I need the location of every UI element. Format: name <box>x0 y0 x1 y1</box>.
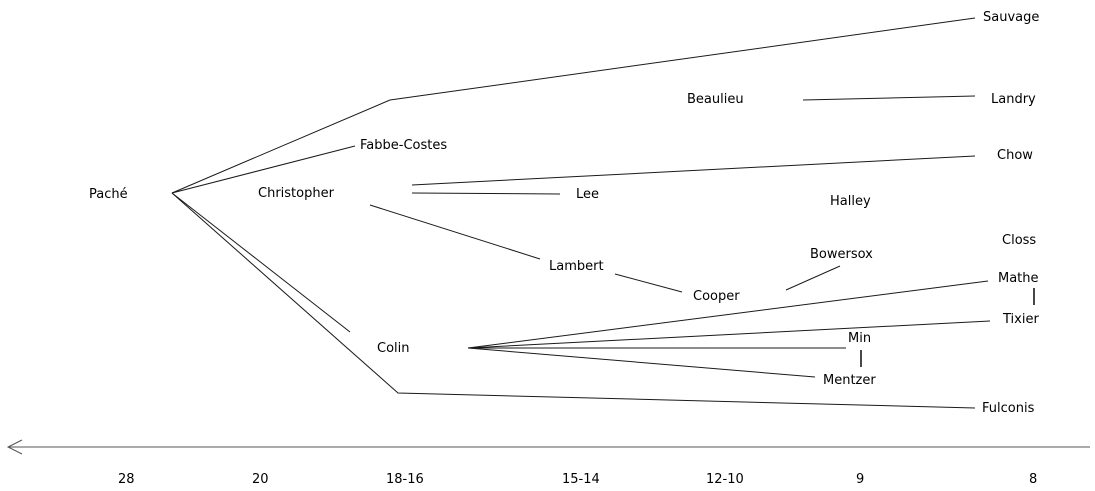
edge-colin-mentzer <box>467 347 816 378</box>
edge-lambert-cooper <box>614 273 683 293</box>
edge-christopher-lee <box>411 192 561 195</box>
edge-colin-mathe <box>467 280 989 349</box>
node-christopher: Christopher <box>258 186 335 201</box>
node-fulconis: Fulconis <box>982 401 1035 416</box>
node-colin: Colin <box>377 341 410 356</box>
axis-tick-label: 28 <box>118 472 135 487</box>
node-lambert: Lambert <box>549 259 604 274</box>
node-mathe: Mathe <box>998 271 1039 286</box>
axis-tick-label: 15-14 <box>562 472 600 487</box>
node-labels: Sauvage Beaulieu Landry Fabbe-Costes Cho… <box>89 10 1039 416</box>
edge-christopher-chow <box>411 155 976 186</box>
edge-cooper-bowersox <box>785 265 841 291</box>
axis-tick-label: 9 <box>856 472 864 487</box>
node-chow: Chow <box>997 148 1033 163</box>
node-landry: Landry <box>991 92 1036 107</box>
node-tixier: Tixier <box>1002 312 1039 327</box>
edge-pache-fulconis <box>171 192 976 409</box>
node-halley: Halley <box>830 194 871 209</box>
edge-pache-sauvage <box>171 17 976 194</box>
axis-tick-label: 8 <box>1029 472 1037 487</box>
node-sauvage: Sauvage <box>983 10 1039 25</box>
node-mentzer: Mentzer <box>823 373 876 388</box>
node-beaulieu: Beaulieu <box>687 92 744 107</box>
node-bowersox: Bowersox <box>810 247 873 262</box>
node-pache: Paché <box>89 187 128 202</box>
node-fabbe-costes: Fabbe-Costes <box>360 138 447 153</box>
edge-pache-fabbe-costes <box>171 145 356 194</box>
node-min: Min <box>848 331 871 346</box>
timeline-axis: 28 20 18-16 15-14 12-10 9 8 <box>6 439 1090 487</box>
connectors <box>171 17 1035 409</box>
edge-christopher-lambert <box>369 204 541 260</box>
axis-tick-label: 12-10 <box>706 472 744 487</box>
edge-colin-tixier <box>467 320 991 349</box>
axis-tick-label: 20 <box>252 472 269 487</box>
edge-pache-colin <box>171 192 351 333</box>
edge-beaulieu-landry <box>802 95 976 101</box>
node-lee: Lee <box>576 187 599 202</box>
node-closs: Closs <box>1002 233 1036 248</box>
axis-arrowhead <box>6 439 23 455</box>
axis-tick-label: 18-16 <box>386 472 424 487</box>
node-cooper: Cooper <box>693 289 740 304</box>
